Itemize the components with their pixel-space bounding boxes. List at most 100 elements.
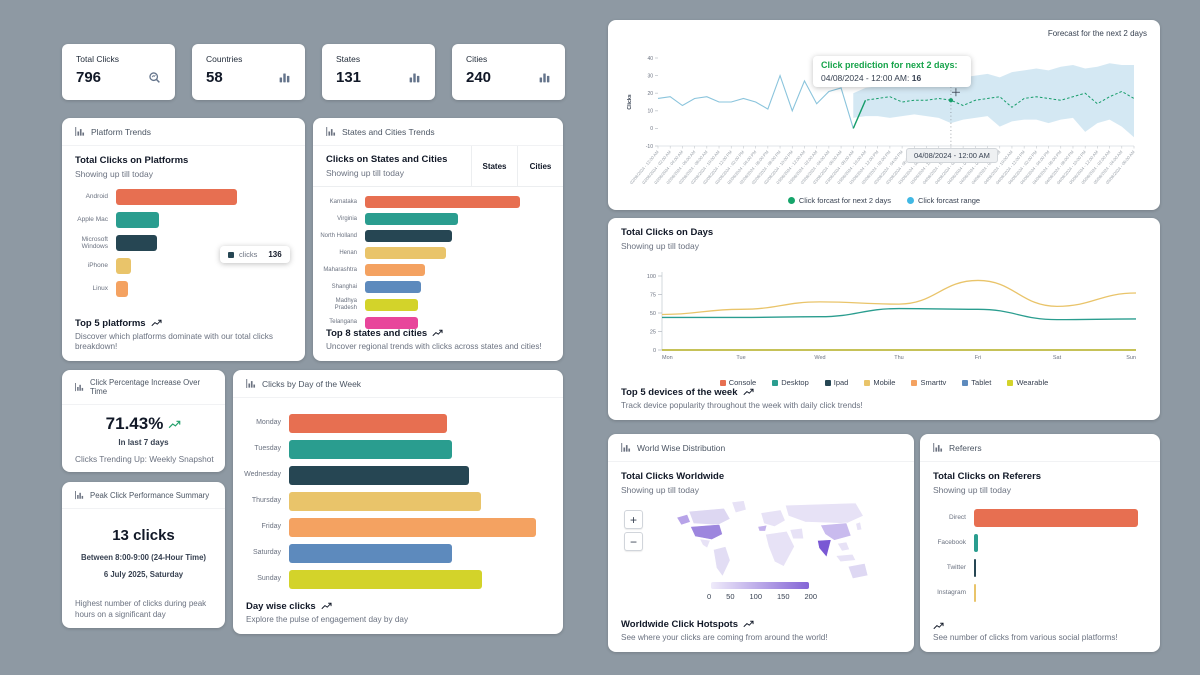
bar-iphone[interactable] bbox=[116, 258, 132, 274]
country-europe[interactable] bbox=[760, 509, 786, 527]
country-se-asia[interactable] bbox=[836, 541, 851, 552]
forecast-marker-label: 04/08/2024 - 12:00 AM bbox=[906, 148, 998, 163]
country-mexico[interactable] bbox=[699, 538, 711, 549]
legend-item-console[interactable]: Console bbox=[719, 378, 757, 387]
legend-item-click-forcast-for-next-2-days[interactable]: Click forcast for next 2 days bbox=[787, 196, 891, 205]
bar-madhya-pradesh[interactable] bbox=[365, 298, 418, 311]
days-chart-subtitle: Showing up till today bbox=[621, 241, 699, 251]
bar-shanghai[interactable] bbox=[365, 281, 421, 293]
bar-twitter[interactable] bbox=[974, 559, 976, 577]
bar-wednesday[interactable] bbox=[289, 466, 470, 485]
scale-tick: 0 bbox=[707, 592, 712, 601]
bar-virginia[interactable] bbox=[365, 213, 458, 225]
world-map[interactable] bbox=[670, 496, 870, 589]
legend-label: Console bbox=[728, 378, 757, 387]
legend-label: Desktop bbox=[781, 378, 809, 387]
states-footer: Top 8 states and cities Uncover regional… bbox=[326, 328, 553, 352]
country-canada[interactable] bbox=[688, 507, 731, 526]
country-south-america[interactable] bbox=[713, 546, 731, 577]
country-middle-east[interactable] bbox=[789, 527, 805, 540]
bar-instagram[interactable] bbox=[974, 584, 976, 602]
svg-text:40: 40 bbox=[647, 56, 653, 62]
country-japan[interactable] bbox=[855, 521, 863, 531]
legend-swatch bbox=[772, 379, 779, 386]
legend-item-ipad[interactable]: Ipad bbox=[824, 378, 848, 387]
country-usa[interactable] bbox=[689, 523, 723, 540]
states-card-header: States and Cities Trends bbox=[313, 118, 563, 146]
bar-tuesday[interactable] bbox=[289, 440, 452, 459]
series-line-mobile bbox=[661, 279, 1137, 316]
country-china[interactable] bbox=[820, 522, 852, 541]
platform-card-header: Platform Trends bbox=[62, 118, 305, 146]
legend-item-wearable[interactable]: Wearable bbox=[1007, 378, 1048, 387]
legend-item-smarttv[interactable]: Smarttv bbox=[911, 378, 946, 387]
bar-facebook[interactable] bbox=[974, 534, 978, 552]
percentage-value: 71.43% bbox=[105, 414, 164, 433]
bar-label: Twitter bbox=[946, 564, 966, 572]
map-color-scale bbox=[711, 582, 809, 589]
world-card-title: World Wise Distribution bbox=[637, 442, 726, 453]
dayweek-footer: Day wise clicks Explore the pulse of eng… bbox=[246, 601, 553, 625]
tab-states[interactable]: States bbox=[471, 146, 517, 186]
bar-row-friday: Friday bbox=[237, 518, 549, 537]
country-alaska[interactable] bbox=[676, 513, 691, 526]
legend-item-desktop[interactable]: Desktop bbox=[772, 378, 809, 387]
country-australia[interactable] bbox=[847, 562, 869, 579]
referers-bar-chart: Direct Facebook Twitter Instagram bbox=[924, 509, 1146, 602]
bar-henan[interactable] bbox=[365, 247, 446, 259]
map-zoom-out-button[interactable]: − bbox=[624, 532, 643, 551]
bar-label: Friday bbox=[261, 523, 281, 531]
world-chart-subtitle: Showing up till today bbox=[621, 485, 699, 495]
legend-label: Smarttv bbox=[920, 378, 947, 387]
country-spain[interactable] bbox=[757, 524, 768, 532]
svg-text:Sat: Sat bbox=[1053, 355, 1062, 361]
bar-row-madhya-pradesh: Madhya Pradesh bbox=[317, 298, 551, 312]
bar-karnataka[interactable] bbox=[365, 196, 520, 208]
country-india[interactable] bbox=[817, 539, 832, 558]
bar-row-virginia: Virginia bbox=[317, 213, 551, 225]
peak-footer: Highest number of clicks during peak hou… bbox=[75, 599, 207, 619]
bar-monday[interactable] bbox=[289, 414, 447, 433]
peak-card-title: Peak Click Performance Summary bbox=[90, 490, 210, 500]
legend-item-click-forcast-range[interactable]: Click forcast range bbox=[907, 196, 980, 205]
bar-label: Linux bbox=[92, 285, 108, 293]
bar-thursday[interactable] bbox=[289, 492, 481, 511]
legend-swatch bbox=[719, 379, 726, 386]
days-line-chart[interactable]: 0 25 50 75 100 Mon Tue Wed Thu Fri Sat Sun bbox=[622, 262, 1146, 379]
svg-text:75: 75 bbox=[650, 293, 656, 299]
legend-item-mobile[interactable]: Mobile bbox=[864, 378, 895, 387]
days-legend: Console Desktop Ipad Mobile Smarttv Tablet Wea… bbox=[608, 378, 1160, 387]
days-footer: Top 5 devices of the week Track device p… bbox=[621, 387, 1150, 411]
bar-android[interactable] bbox=[116, 189, 237, 205]
svg-text:Tue: Tue bbox=[736, 355, 745, 361]
world-footer-desc: See where your clicks are coming from ar… bbox=[621, 632, 828, 642]
country-indonesia[interactable] bbox=[835, 553, 857, 563]
trending-up-icon bbox=[742, 389, 754, 396]
bar-telangana[interactable] bbox=[365, 316, 418, 329]
forecast-line-chart[interactable]: -10 0 10 20 30 40 Clicks 02/08/2024 - 12:00 AM 0… bbox=[624, 46, 1144, 203]
bar-apple-mac[interactable] bbox=[116, 212, 159, 228]
peak-date: 6 July 2025, Saturday bbox=[103, 570, 184, 579]
bar-maharashtra[interactable] bbox=[365, 264, 425, 276]
states-footer-title: Top 8 states and cities bbox=[326, 327, 428, 339]
bar-linux[interactable] bbox=[116, 281, 129, 297]
bar-saturday[interactable] bbox=[289, 544, 452, 563]
tooltip-series-name: clicks bbox=[239, 250, 258, 259]
legend-item-tablet[interactable]: Tablet bbox=[962, 378, 991, 387]
tab-cities[interactable]: Cities bbox=[517, 146, 563, 186]
scale-tick: 50 bbox=[726, 592, 735, 601]
country-russia[interactable] bbox=[784, 502, 864, 524]
chart-icon bbox=[75, 127, 85, 136]
legend-label: Mobile bbox=[873, 378, 896, 387]
bar-friday[interactable] bbox=[289, 518, 536, 537]
stat-card-cities: Cities 240 bbox=[452, 44, 565, 100]
bar-label: Tuesday bbox=[254, 445, 281, 453]
country-greenland[interactable] bbox=[731, 500, 747, 514]
bar-sunday[interactable] bbox=[289, 570, 483, 589]
bar-microsoft-windows[interactable] bbox=[116, 235, 157, 251]
bar-direct[interactable] bbox=[974, 509, 1139, 527]
country-africa[interactable] bbox=[765, 530, 795, 567]
map-zoom-in-button[interactable]: + bbox=[624, 510, 643, 529]
bar-north-holland[interactable] bbox=[365, 230, 452, 242]
